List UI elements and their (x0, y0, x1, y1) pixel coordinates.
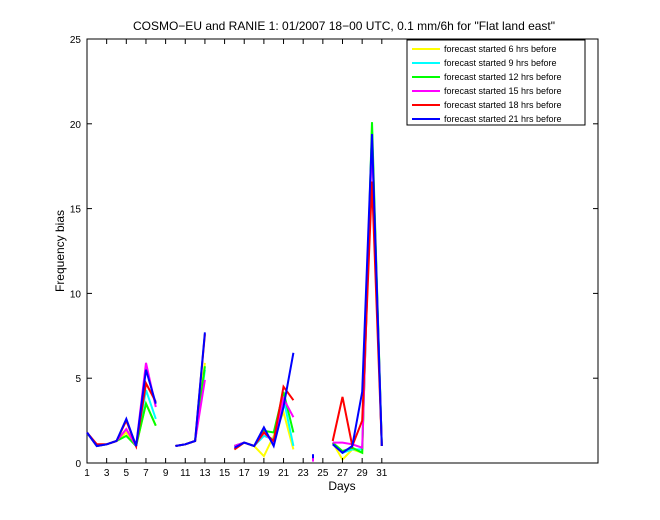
y-tick-label: 0 (75, 459, 81, 470)
x-tick-label: 13 (199, 468, 211, 479)
legend-entry-label: forecast started 9 hrs before (444, 58, 557, 68)
series-segment (175, 332, 206, 447)
x-tick-label: 1 (84, 468, 90, 479)
series-segment (332, 133, 383, 455)
series-segment (233, 352, 295, 449)
legend-entry-label: forecast started 15 hrs before (444, 86, 562, 96)
x-axis-label: Days (328, 479, 355, 493)
x-tick-label: 27 (337, 468, 349, 479)
legend: forecast started 6 hrs before forecast st… (406, 39, 586, 126)
y-tick-label: 10 (70, 289, 82, 300)
x-tick-label: 5 (124, 468, 130, 479)
y-tick-label: 20 (70, 120, 82, 131)
x-tick-label: 3 (104, 468, 110, 479)
y-axis-label: Frequency bias (53, 210, 67, 292)
x-tick-label: 19 (258, 468, 270, 479)
x-tick-label: 25 (317, 468, 329, 479)
legend-entry-label: forecast started 21 hrs before (444, 114, 562, 124)
series-line (86, 133, 383, 459)
x-tick-label: 7 (143, 468, 149, 479)
x-tick-label: 15 (219, 468, 231, 479)
y-tick-label: 5 (75, 374, 81, 385)
x-tick-label: 17 (239, 468, 251, 479)
series-segment (86, 369, 157, 448)
x-tick-label: 31 (376, 468, 388, 479)
y-tick-label: 25 (70, 35, 82, 46)
x-tick-label: 9 (163, 468, 169, 479)
legend-entry-label: forecast started 18 hrs before (444, 100, 562, 110)
legend-entry-label: forecast started 6 hrs before (444, 44, 557, 54)
legend-entry-label: forecast started 12 hrs before (444, 72, 562, 82)
legend-box (406, 39, 586, 126)
x-tick-label: 21 (278, 468, 290, 479)
series-layer (86, 122, 383, 462)
chart-title: COSMO−EU and RANIE 1: 01/2007 18−00 UTC,… (133, 19, 555, 33)
x-tick-label: 11 (180, 468, 191, 479)
series-segment (331, 181, 383, 450)
x-tick-label: 23 (298, 468, 310, 479)
x-tick-label: 29 (357, 468, 369, 479)
y-tick-label: 15 (70, 205, 82, 216)
